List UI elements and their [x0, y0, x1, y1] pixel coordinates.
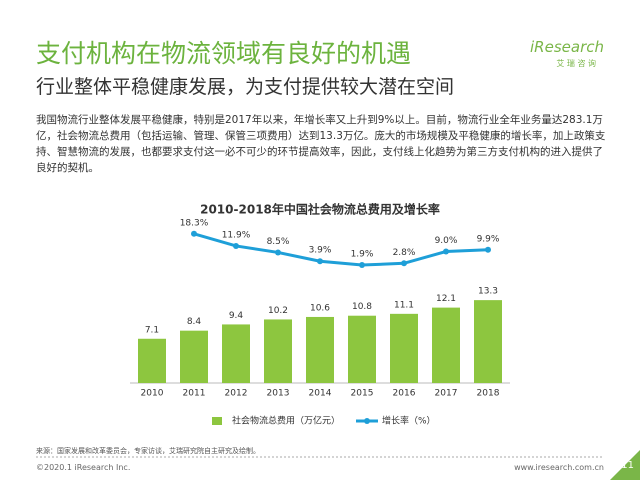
- bar: [390, 313, 418, 383]
- x-tick-label: 2018: [477, 389, 500, 399]
- data-label: 11.9%: [222, 230, 251, 240]
- line-point: [443, 248, 449, 255]
- data-label: 8.4: [187, 317, 202, 327]
- legend-swatch: [364, 418, 370, 424]
- data-label: 7.1: [145, 325, 159, 335]
- bar: [474, 300, 502, 383]
- data-label: 9.4: [229, 311, 244, 321]
- logo-sub: 艾 瑞 咨 询: [556, 59, 596, 68]
- line-point: [485, 246, 491, 253]
- logo: iResearch: [530, 38, 604, 56]
- data-label: 8.5%: [267, 237, 290, 247]
- data-label: 10.6: [310, 303, 330, 313]
- legend-label: 社会物流总费用（万亿元）: [232, 415, 340, 427]
- data-label: 12.1: [436, 294, 456, 304]
- chart-title: 2010-2018年中国社会物流总费用及增长率: [200, 202, 440, 217]
- source: 来源：国家发展和改革委员会，专家访谈，艾瑞研究院自主研究及绘制。: [36, 447, 260, 455]
- line-point: [359, 262, 365, 269]
- data-label: 11.1: [394, 300, 414, 310]
- x-tick-label: 2016: [393, 389, 416, 399]
- line: [193, 232, 489, 267]
- x-tick-label: 2010: [141, 389, 164, 399]
- legend-label: 增长率（%）: [382, 415, 436, 427]
- page-number: 11: [621, 460, 634, 471]
- title: 支付机构在物流领域有良好的机遇: [36, 39, 412, 68]
- data-label: 3.9%: [309, 246, 332, 256]
- line-point: [275, 249, 281, 256]
- bar: [138, 338, 166, 383]
- x-tick-label: 2013: [267, 389, 290, 399]
- x-tick-label: 2012: [225, 389, 248, 399]
- data-label: 1.9%: [351, 250, 374, 260]
- bar: [306, 316, 334, 383]
- subtitle: 行业整体平稳健康发展，为支付提供较大潜在空间: [36, 76, 455, 98]
- line-point: [233, 242, 239, 249]
- data-label: 10.2: [268, 306, 288, 316]
- x-tick-label: 2014: [309, 389, 332, 399]
- data-label: 10.8: [352, 302, 372, 312]
- data-label: 2.8%: [393, 248, 416, 258]
- url: www.iresearch.com.cn: [514, 463, 604, 472]
- data-label: 9.9%: [477, 234, 500, 244]
- bar: [264, 319, 292, 383]
- x-tick-label: 2015: [351, 389, 374, 399]
- bar: [222, 324, 250, 383]
- line-point: [317, 258, 323, 265]
- line-point: [191, 230, 197, 237]
- copyright: ©2020.1 iResearch Inc.: [36, 463, 131, 472]
- data-label: 9.0%: [435, 236, 458, 246]
- x-tick-label: 2017: [435, 389, 458, 399]
- body-text: 我国物流行业整体发展平稳健康，特别是2017年以来，年增长率又上升到9%以上。目…: [36, 114, 606, 174]
- corner: [610, 450, 640, 480]
- line-point: [401, 260, 407, 267]
- x-tick-label: 2011: [183, 389, 206, 399]
- bar: [180, 330, 208, 383]
- bar: [432, 307, 460, 383]
- bar: [348, 315, 376, 383]
- data-label: 18.3%: [180, 218, 209, 228]
- legend-swatch: [212, 417, 222, 425]
- data-label: 13.3: [478, 287, 498, 297]
